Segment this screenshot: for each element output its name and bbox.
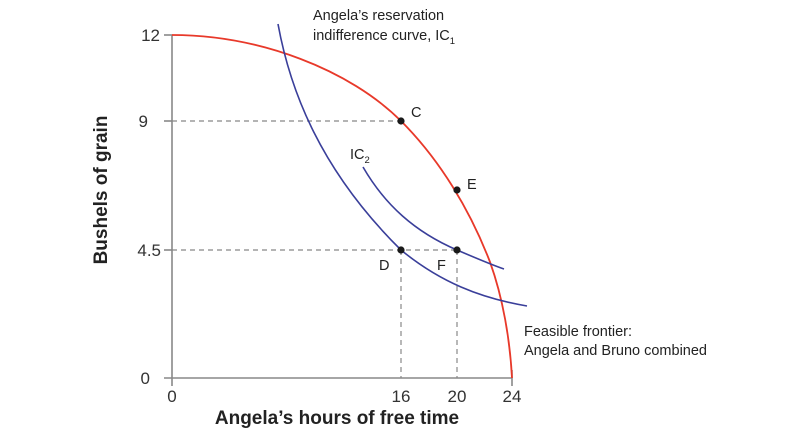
x-tick-label-16: 16 <box>392 387 411 406</box>
axes <box>164 34 513 386</box>
ic1-subscript: 1 <box>450 36 455 47</box>
ic1-curve <box>277 23 528 307</box>
y-axis-title: Bushels of grain <box>91 116 112 265</box>
point-label-c: C <box>411 105 421 121</box>
x-tick-label-0: 0 <box>167 387 176 406</box>
point-e <box>453 186 461 194</box>
point-label-e: E <box>467 177 477 193</box>
ic1-label-text: indifference curve, IC <box>313 28 450 44</box>
point-f <box>453 246 461 254</box>
ic2-label: IC2 <box>350 147 370 166</box>
ic2-subscript: 2 <box>365 155 370 166</box>
ic1-label-line2: indifference curve, IC1 <box>313 28 455 47</box>
frontier-label-line1: Feasible frontier: <box>524 324 632 340</box>
point-label-d: D <box>379 258 389 274</box>
x-tick-label-24: 24 <box>503 387 522 406</box>
y-tick-label-12: 12 <box>141 26 160 45</box>
x-axis-title: Angela’s hours of free time <box>215 408 459 429</box>
x-tick-label-20: 20 <box>448 387 467 406</box>
ic2-label-text: IC <box>350 147 365 163</box>
feasible-frontier-curve <box>171 34 513 379</box>
point-d <box>397 246 405 254</box>
frontier-label-line2: Angela and Bruno combined <box>524 343 707 359</box>
point-label-f: F <box>437 258 446 274</box>
ic2-curve <box>362 166 505 270</box>
data-points <box>397 117 461 254</box>
y-tick-label-9: 9 <box>139 112 148 131</box>
point-c <box>397 117 405 125</box>
y-tick-label-4-5: 4.5 <box>137 241 161 260</box>
y-tick-label-0: 0 <box>141 369 150 388</box>
guide-lines <box>172 120 458 378</box>
ic1-label-line1: Angela’s reservation <box>313 8 444 24</box>
